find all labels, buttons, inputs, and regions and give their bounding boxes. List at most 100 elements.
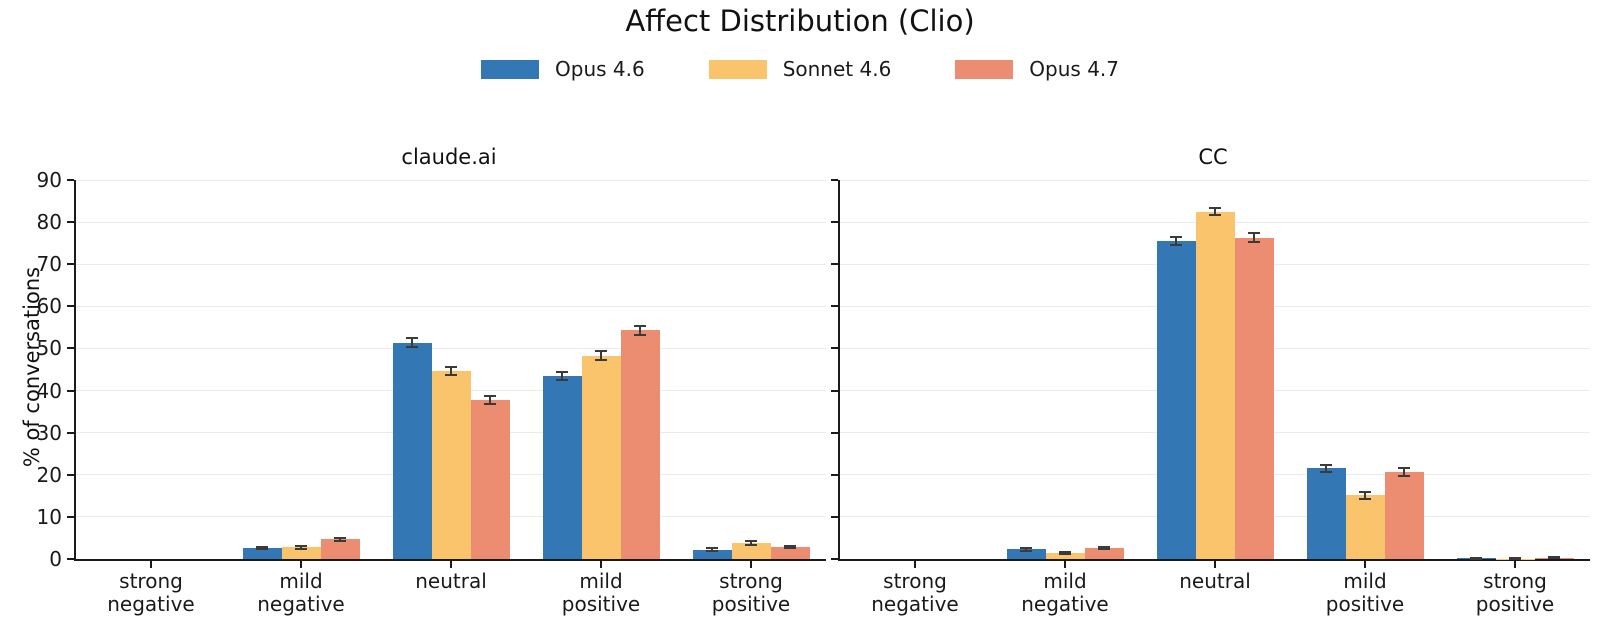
y-tick-mark	[67, 347, 74, 350]
y-tick-mark	[831, 179, 838, 181]
y-tick-label: 60	[36, 294, 62, 319]
y-tick-label: 0	[49, 547, 62, 571]
x-tick-label-line: positive	[1325, 592, 1405, 616]
x-tick-label: mild positive	[1275, 570, 1455, 616]
error-bar-cap	[1509, 558, 1521, 560]
error-bar-cap	[1470, 557, 1482, 560]
legend-swatch	[708, 59, 767, 79]
x-tick-mark	[150, 561, 152, 568]
error-bar-cap	[295, 547, 307, 550]
y-tick-mark	[831, 389, 838, 392]
bar-opus-4-6-4	[692, 549, 732, 559]
grid-line	[76, 179, 826, 181]
bar-sonnet-4-6-2	[431, 370, 471, 559]
legend-swatch	[481, 59, 539, 79]
x-tick-label-line: negative	[871, 592, 959, 616]
error-bar-cap	[556, 370, 568, 373]
error-bar-cap	[1209, 213, 1221, 216]
error-bar-cap	[295, 544, 307, 547]
subplot-title-cc: CC	[1198, 145, 1228, 169]
y-tick-mark	[67, 179, 74, 181]
error-bar-cap	[1059, 551, 1071, 554]
legend: Opus 4.6 Sonnet 4.6 Opus 4.7	[0, 57, 1600, 81]
error-bar-cap	[334, 536, 346, 539]
error-bar-cap	[634, 333, 646, 336]
error-bar-cap	[1170, 235, 1182, 238]
legend-item-sonnet-4-6: Sonnet 4.6	[708, 57, 891, 81]
x-tick-mark	[750, 561, 752, 568]
x-tick-label-line: negative	[257, 592, 345, 616]
bar-sonnet-4-6-4	[731, 543, 771, 559]
x-tick-label-line: mild	[279, 569, 323, 593]
grid-line	[76, 347, 826, 349]
error-bar-cap	[706, 549, 718, 552]
y-tick-mark	[831, 515, 838, 518]
x-tick-label: neutral	[1125, 570, 1305, 593]
y-tick-mark	[831, 263, 838, 266]
x-tick-label-line: negative	[107, 592, 195, 616]
x-tick-label: neutral	[361, 570, 541, 593]
subplot-cc: strong negative mild negative neutral mild pos…	[831, 179, 1590, 616]
bar-opus-4-6-3	[1306, 468, 1346, 559]
x-tick-label-line: mild	[579, 569, 623, 593]
bar-opus-4-6-2	[1156, 241, 1196, 559]
error-bar-cap	[706, 547, 718, 550]
grid-line	[840, 179, 1590, 181]
error-bar	[750, 541, 752, 545]
y-tick-mark	[67, 221, 74, 224]
y-tick-mark	[831, 473, 838, 476]
legend-item-opus-4-7: Opus 4.7	[955, 57, 1119, 81]
y-tick-label: 90	[36, 168, 62, 192]
x-tick-label: strong negative	[61, 570, 241, 616]
x-tick-label-line: mild	[1343, 569, 1387, 593]
error-bar-cap	[1098, 545, 1110, 548]
error-bar-cap	[595, 358, 607, 361]
error-bar	[600, 351, 602, 360]
error-bar-cap	[334, 539, 346, 542]
error-bar-cap	[784, 547, 796, 550]
error-bar-cap	[556, 379, 568, 382]
bar-opus-4-7-4	[770, 546, 810, 559]
x-tick-label-line: strong	[719, 569, 783, 593]
bar-opus-4-6-2	[392, 342, 432, 559]
x-tick-label-line: neutral	[1179, 569, 1251, 593]
error-bar-cap	[1398, 466, 1410, 469]
x-tick-label-line: neutral	[415, 569, 487, 593]
error-bar	[639, 325, 641, 335]
error-bar-cap	[1020, 547, 1032, 550]
subplot-claude-ai: 0 10 20 30 40 50 60 70 80 90 strong negative mild neg…	[37, 168, 826, 616]
grid-line	[76, 305, 826, 307]
x-tick-label-line: strong	[883, 569, 947, 593]
y-tick-label: 10	[36, 504, 62, 529]
legend-label: Opus 4.7	[1029, 57, 1119, 81]
y-tick-mark	[831, 305, 838, 308]
bar-sonnet-4-6-1	[281, 547, 321, 559]
bar-opus-4-7-2	[470, 400, 510, 559]
bar-sonnet-4-6-2	[1195, 211, 1235, 559]
error-bar-cap	[595, 350, 607, 353]
chart-title: Affect Distribution (Clio)	[625, 4, 975, 38]
error-bar-cap	[256, 545, 268, 548]
error-bar	[339, 537, 341, 541]
error-bar	[1214, 208, 1216, 215]
x-tick-label-line: positive	[561, 592, 641, 616]
bar-opus-4-7-2	[1234, 237, 1274, 559]
error-bar	[1253, 233, 1255, 243]
y-tick-mark	[831, 558, 838, 560]
bar-opus-4-6-3	[542, 375, 582, 559]
error-bar-cap	[406, 336, 418, 339]
error-bar-cap	[745, 540, 757, 543]
y-tick-mark	[831, 431, 838, 434]
error-bar-cap	[445, 373, 457, 376]
error-bar	[1403, 467, 1405, 477]
legend-item-opus-4-6: Opus 4.6	[481, 57, 645, 81]
error-bar-cap	[445, 365, 457, 368]
y-tick-label: 20	[36, 462, 62, 487]
x-tick-mark	[914, 561, 916, 568]
x-tick-mark	[450, 561, 452, 568]
x-tick-label: mild negative	[975, 570, 1155, 616]
bar-opus-4-7-1	[1084, 548, 1124, 559]
y-tick-mark	[67, 389, 74, 392]
bar-opus-4-6-1	[1006, 549, 1046, 559]
